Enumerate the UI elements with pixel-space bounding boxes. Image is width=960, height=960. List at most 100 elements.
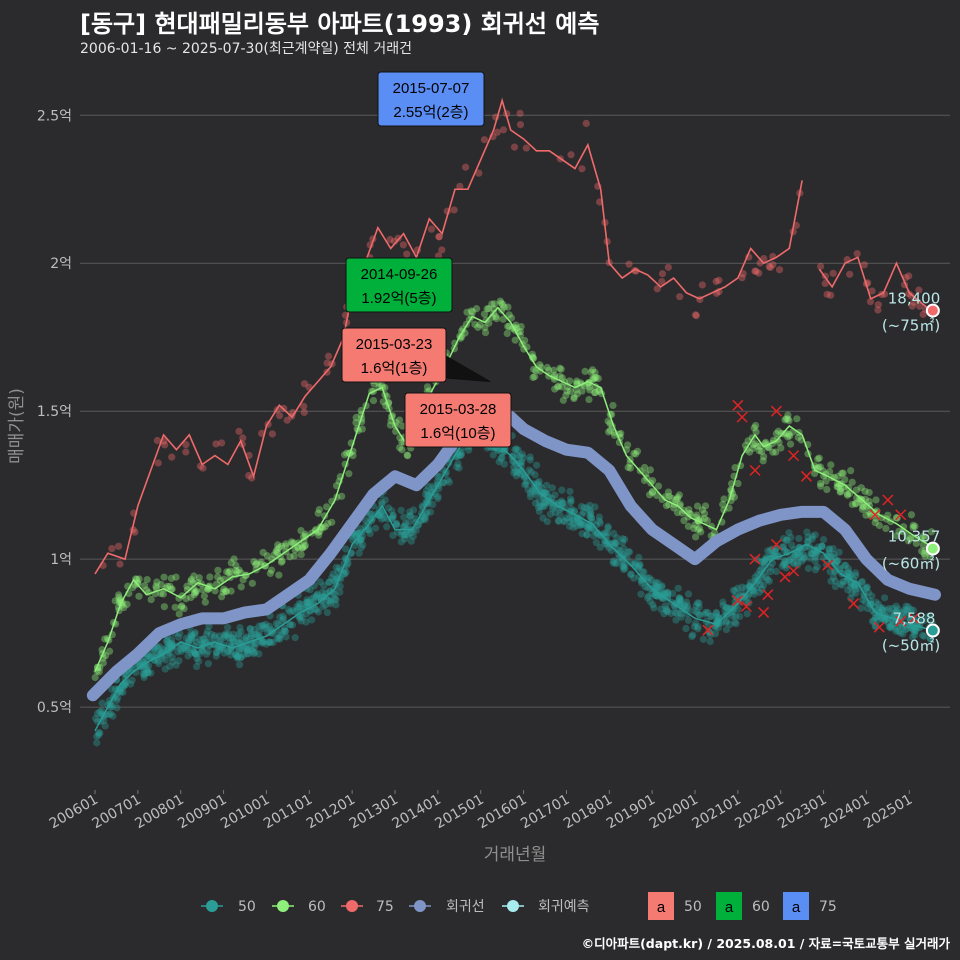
- scatter-point-60: [852, 499, 860, 507]
- scatter-point-50: [839, 577, 847, 585]
- scatter-point-75: [567, 151, 575, 159]
- annotation-date: 2014-09-26: [361, 266, 438, 283]
- scatter-point-50: [668, 589, 677, 598]
- scatter-point-60: [749, 440, 757, 449]
- scatter-point-50: [168, 653, 176, 661]
- scatter-point-50: [920, 632, 928, 640]
- scatter-point-50: [220, 649, 228, 657]
- scatter-point-60: [911, 522, 919, 531]
- scatter-point-60: [674, 493, 682, 501]
- scatter-point-50: [749, 583, 757, 591]
- scatter-point-60: [503, 329, 511, 338]
- scatter-point-50: [520, 473, 528, 481]
- scatter-point-50: [892, 608, 901, 616]
- scatter-point-50: [121, 681, 129, 689]
- scatter-point-50: [793, 550, 802, 558]
- scatter-point-60: [187, 575, 195, 584]
- scatter-point-50: [168, 658, 177, 666]
- scatter-point-60: [769, 448, 777, 456]
- scatter-point-50: [567, 497, 575, 505]
- scatter-point-60: [219, 588, 227, 596]
- scatter-point-50: [258, 622, 266, 630]
- scatter-point-75: [919, 310, 927, 318]
- scatter-point-50: [224, 623, 232, 632]
- scatter-point-50: [517, 470, 525, 478]
- scatter-point-50: [516, 452, 524, 460]
- scatter-point-50: [711, 622, 719, 631]
- scatter-point-50: [706, 631, 714, 639]
- scatter-point-75: [427, 225, 436, 233]
- scatter-point-50: [277, 630, 286, 638]
- scatter-point-50: [233, 654, 241, 662]
- scatter-point-50: [220, 631, 228, 639]
- scatter-point-50: [403, 531, 411, 539]
- scatter-point-60: [403, 451, 411, 459]
- scatter-point-50: [620, 563, 628, 571]
- scatter-point-50: [393, 528, 402, 536]
- scatter-point-50: [362, 526, 370, 534]
- scatter-point-50: [188, 634, 196, 642]
- scatter-point-50: [191, 650, 200, 658]
- scatter-point-50: [195, 657, 203, 665]
- scatter-point-75: [245, 471, 253, 480]
- scatter-point-75: [217, 439, 226, 447]
- scatter-point-50: [336, 582, 344, 590]
- scatter-point-50: [105, 710, 113, 719]
- scatter-point-50: [818, 542, 826, 551]
- scatter-point-50: [573, 522, 581, 530]
- scatter-point-60: [278, 557, 286, 565]
- scatter-point-60: [633, 447, 642, 455]
- scatter-point-50: [316, 578, 324, 586]
- scatter-point-50: [531, 499, 540, 507]
- scatter-point-50: [591, 503, 599, 511]
- scatter-point-50: [456, 452, 465, 460]
- scatter-point-50: [181, 645, 190, 654]
- scatter-point-75: [905, 290, 913, 298]
- scatter-point-60: [349, 452, 357, 460]
- scatter-point-60: [233, 568, 241, 576]
- recent-trade-mark: [788, 450, 800, 462]
- scatter-point-50: [892, 627, 900, 635]
- scatter-point-50: [255, 628, 263, 636]
- scatter-point-50: [205, 622, 213, 630]
- scatter-point-50: [336, 588, 344, 596]
- scatter-point-50: [215, 632, 224, 640]
- scatter-point-50: [234, 638, 243, 646]
- scatter-point-60: [648, 489, 657, 497]
- scatter-point-75: [403, 250, 411, 258]
- scatter-point-50: [392, 520, 400, 528]
- recent-trade-mark: [869, 509, 881, 521]
- scatter-point-60: [481, 323, 489, 332]
- scatter-point-50: [163, 636, 171, 644]
- scatter-point-50: [573, 514, 582, 522]
- scatter-point-50: [627, 570, 635, 578]
- scatter-point-50: [119, 688, 127, 696]
- scatter-point-75: [868, 287, 876, 295]
- scatter-point-75: [817, 262, 825, 270]
- scatter-point-50: [510, 463, 518, 471]
- scatter-point-50: [660, 610, 668, 618]
- scatter-point-50: [380, 514, 388, 522]
- end-label-area: (~50㎡): [882, 637, 940, 655]
- legend-box-glyph: a: [657, 899, 666, 916]
- scatter-point-50: [144, 668, 152, 676]
- scatter-point-50: [727, 608, 735, 617]
- scatter-point-60: [684, 522, 692, 530]
- scatter-point-60: [909, 523, 917, 532]
- scatter-point-50: [844, 586, 852, 594]
- scatter-point-50: [712, 608, 721, 617]
- scatter-point-50: [401, 522, 409, 531]
- scatter-point-50: [827, 552, 835, 560]
- recent-trade-mark: [873, 621, 885, 633]
- scatter-point-50: [310, 593, 318, 601]
- scatter-point-50: [579, 520, 587, 528]
- scatter-point-50: [769, 551, 777, 559]
- scatter-point-60: [843, 491, 852, 499]
- scatter-point-50: [627, 571, 635, 579]
- scatter-point-50: [250, 650, 258, 658]
- scatter-point-60: [793, 415, 801, 423]
- scatter-point-50: [872, 598, 880, 606]
- scatter-point-60: [133, 579, 142, 587]
- scatter-point-50: [662, 607, 671, 615]
- scatter-point-50: [307, 607, 315, 615]
